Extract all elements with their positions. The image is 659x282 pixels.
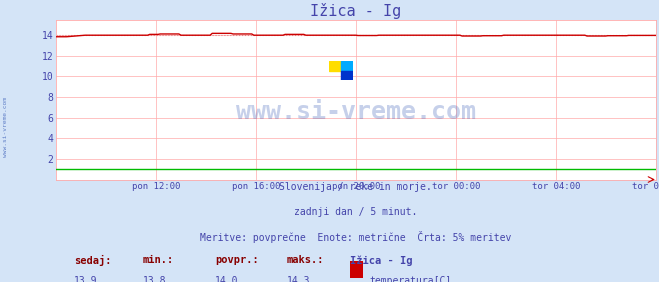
Text: povpr.:: povpr.: bbox=[215, 255, 259, 265]
Title: Ižica - Ig: Ižica - Ig bbox=[310, 3, 401, 19]
Text: zadnji dan / 5 minut.: zadnji dan / 5 minut. bbox=[294, 207, 418, 217]
Text: 13,9: 13,9 bbox=[74, 276, 98, 282]
Text: www.si-vreme.com: www.si-vreme.com bbox=[3, 97, 8, 157]
Text: temperatura[C]: temperatura[C] bbox=[369, 276, 451, 282]
Text: Meritve: povprečne  Enote: metrične  Črta: 5% meritev: Meritve: povprečne Enote: metrične Črta:… bbox=[200, 231, 511, 243]
Bar bbox=[350, 261, 363, 278]
Text: 14,0: 14,0 bbox=[215, 276, 239, 282]
Text: maks.:: maks.: bbox=[287, 255, 324, 265]
Text: www.si-vreme.com: www.si-vreme.com bbox=[236, 100, 476, 124]
Text: Slovenija / reke in morje.: Slovenija / reke in morje. bbox=[279, 182, 432, 192]
Text: 14,3: 14,3 bbox=[287, 276, 310, 282]
Text: Ižica - Ig: Ižica - Ig bbox=[350, 255, 413, 266]
Text: sedaj:: sedaj: bbox=[74, 255, 111, 266]
Text: 13,8: 13,8 bbox=[143, 276, 167, 282]
Text: min.:: min.: bbox=[143, 255, 174, 265]
